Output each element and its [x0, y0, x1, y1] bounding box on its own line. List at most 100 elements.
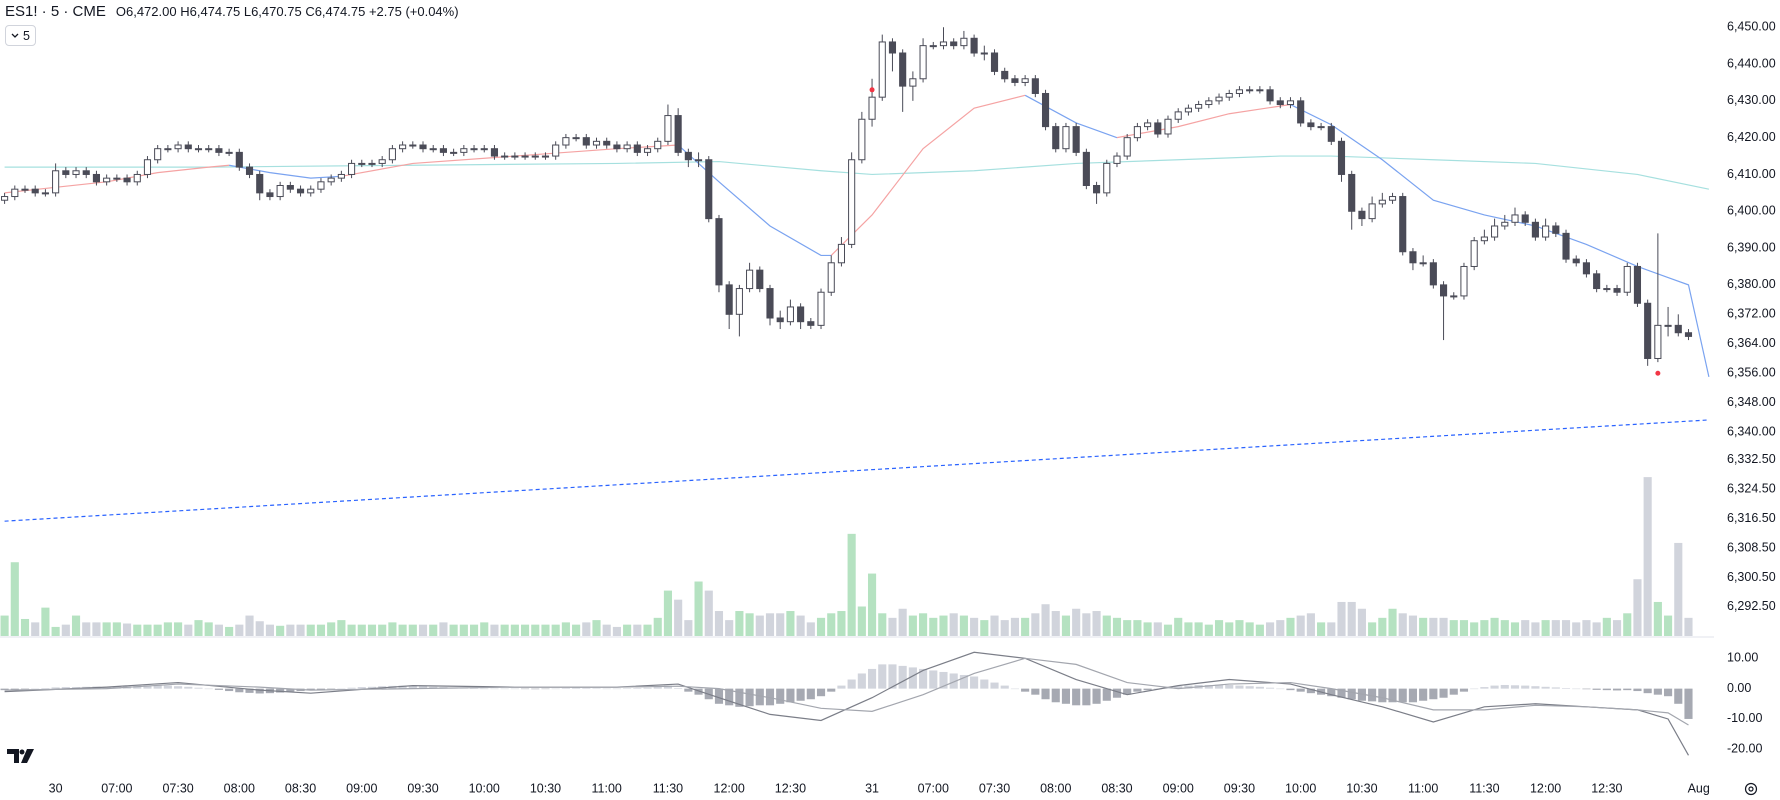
macd-histogram-bar [41, 688, 50, 689]
macd-histogram-bar [102, 686, 111, 689]
macd-histogram-bar [684, 688, 693, 692]
candle-body [337, 173, 345, 179]
candle-body [399, 144, 407, 150]
settings-icon[interactable] [1744, 782, 1758, 796]
volume-bar [1490, 617, 1499, 636]
x-tick-label: 09:30 [407, 781, 438, 795]
macd-histogram-bar [1612, 688, 1622, 691]
macd-histogram-bar [1408, 688, 1418, 703]
y-tick-label: 6,390.00 [1727, 240, 1776, 254]
volume-bar [1072, 608, 1081, 636]
candle-body [1552, 225, 1560, 234]
macd-histogram-bar [1031, 688, 1040, 695]
candle-body [378, 159, 386, 164]
candle-body [562, 137, 570, 146]
volume-bar [643, 624, 652, 636]
candle-body [1368, 203, 1376, 220]
volume-bar [408, 624, 417, 636]
volume-bar [1510, 622, 1520, 636]
macd-histogram-bar [1306, 688, 1315, 694]
volume-bar [623, 624, 632, 636]
volume-bar [1174, 617, 1183, 636]
candle-body [1235, 89, 1244, 94]
macd-histogram-bar [1531, 686, 1540, 689]
volume-bar [1337, 601, 1346, 636]
volume-bar [1041, 604, 1050, 636]
volume-bar [551, 624, 560, 636]
candle-body [1133, 126, 1141, 139]
macd-histogram-bar [235, 688, 244, 693]
candle-body [1266, 89, 1274, 102]
candle-body [1531, 221, 1539, 238]
macd-histogram-bar [194, 687, 203, 689]
moving-average [1024, 94, 1118, 139]
volume-bar [653, 617, 662, 636]
volume-bar [1572, 622, 1581, 636]
candle-body [490, 148, 499, 157]
candle-body [1337, 140, 1346, 175]
macd-histogram-bar [418, 686, 428, 689]
candle-body [817, 291, 825, 326]
candle-body [1093, 185, 1101, 194]
candle-body [184, 144, 192, 150]
volume-bar [663, 590, 673, 636]
candle-body [572, 137, 580, 140]
y-tick-label: 6,356.00 [1727, 366, 1776, 380]
macd-histogram-bar [1337, 688, 1346, 698]
candle-body [1562, 232, 1570, 260]
volume-bar [1143, 622, 1152, 636]
volume-bar [0, 615, 9, 636]
volume-bar [714, 611, 724, 636]
candle-body [113, 177, 121, 180]
candle-body [1491, 225, 1499, 238]
candle-body [82, 170, 90, 175]
ohlc-value: 6,470.75 [251, 4, 302, 19]
volume-bar [1123, 620, 1132, 636]
volume-bar [694, 581, 703, 636]
volume-bar [1153, 622, 1162, 636]
macd-histogram-bar [572, 687, 581, 689]
macd-histogram-bar [1653, 688, 1662, 695]
volume-bar [1245, 622, 1254, 636]
macd-histogram-bar [735, 688, 744, 707]
candle-body [990, 52, 999, 72]
candle-body [1582, 262, 1590, 275]
candle-body [735, 288, 743, 315]
macd-histogram-bar [674, 688, 683, 689]
x-tick-label: 11:30 [1469, 781, 1499, 795]
candle-body [235, 151, 243, 168]
y-tick-label: 6,364.00 [1727, 336, 1776, 350]
macd-histogram-bar [255, 688, 264, 694]
chevron [11, 33, 19, 38]
macd-histogram-bar [316, 688, 326, 690]
macd-histogram-bar [1633, 688, 1642, 692]
macd-histogram-bar [1010, 688, 1019, 690]
volume-bar [61, 624, 70, 636]
candle-body [1011, 78, 1019, 83]
interval-toggle[interactable]: 5 [5, 25, 36, 46]
candle-body [705, 159, 713, 220]
x-tick-label: 07:30 [979, 781, 1010, 795]
volume-bar [337, 620, 346, 636]
volume-bar [867, 573, 877, 636]
volume-bar [582, 622, 591, 636]
x-tick-label: 07:00 [918, 781, 949, 795]
candle-body [1225, 92, 1233, 98]
macd-histogram-bar [1276, 688, 1285, 690]
macd-histogram-bar [919, 668, 928, 689]
macd-histogram-bar [337, 688, 346, 690]
macd-histogram-bar [1102, 688, 1111, 701]
ohlc-value: 6,474.75 [314, 4, 366, 19]
macd-histogram-bar [653, 687, 662, 689]
volume-bar [521, 624, 530, 636]
macd-histogram-bar [1286, 688, 1295, 691]
volume-bar [1541, 620, 1550, 636]
volume-bar [133, 624, 142, 636]
candle-body [1317, 126, 1325, 129]
candle-body [1327, 126, 1335, 142]
macd-tick-label: -20.00 [1727, 742, 1762, 756]
candle-body [460, 148, 468, 153]
candle-body [1031, 78, 1039, 94]
x-tick-label: 11:30 [653, 781, 683, 795]
macd-histogram-bar [551, 688, 560, 690]
